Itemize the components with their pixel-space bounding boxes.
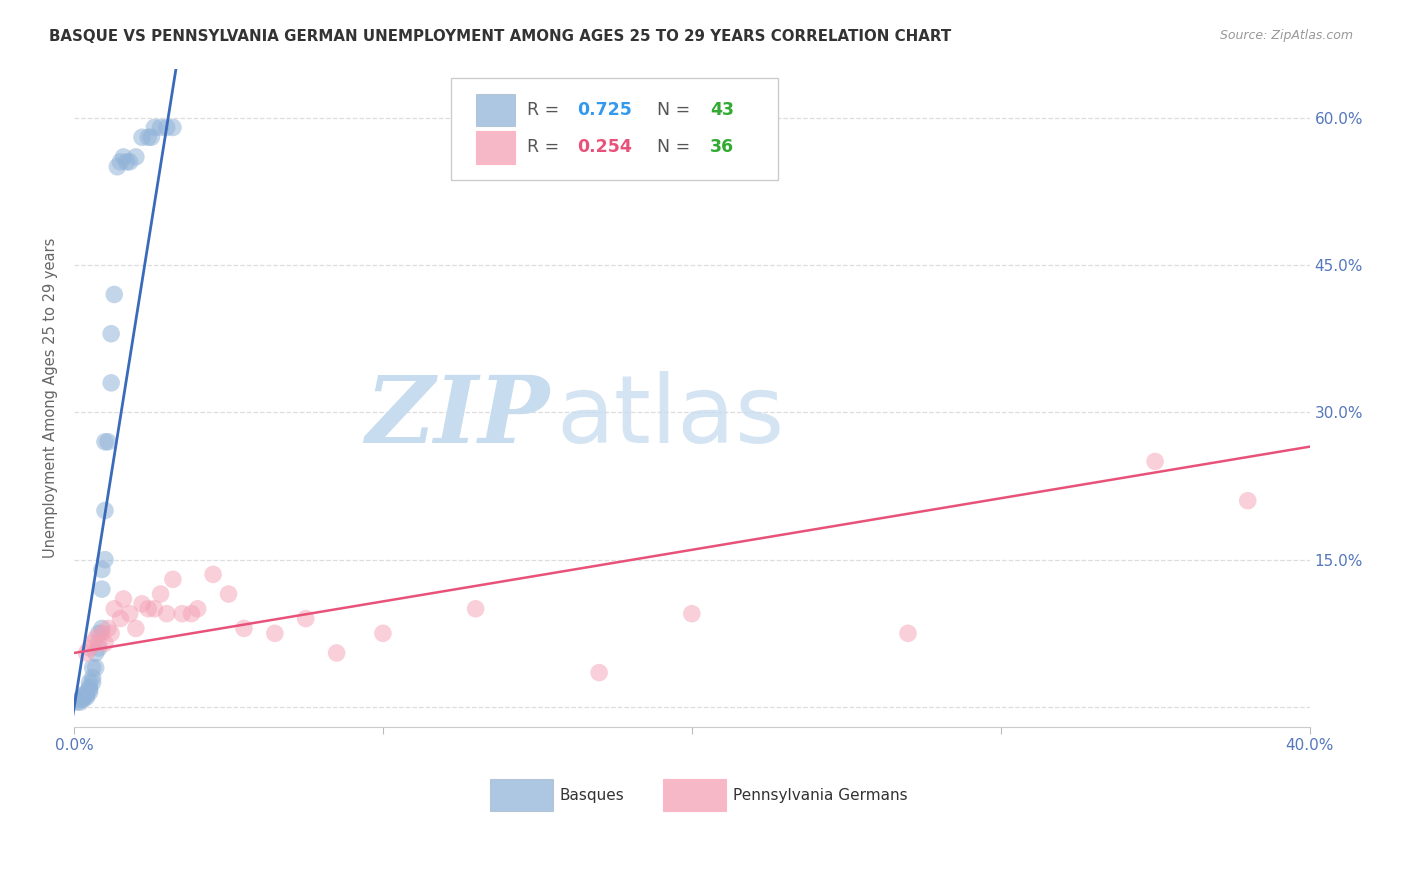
Point	[1236, 493, 1258, 508]
Point	[263, 626, 285, 640]
Point	[149, 120, 172, 135]
Point	[100, 376, 122, 390]
Text: 0.254: 0.254	[576, 138, 631, 156]
Point	[125, 150, 148, 164]
Point	[72, 692, 94, 706]
Point	[75, 688, 97, 702]
Point	[84, 661, 107, 675]
Point	[294, 611, 316, 625]
Text: BASQUE VS PENNSYLVANIA GERMAN UNEMPLOYMENT AMONG AGES 25 TO 29 YEARS CORRELATION: BASQUE VS PENNSYLVANIA GERMAN UNEMPLOYME…	[49, 29, 952, 45]
Text: atlas: atlas	[555, 371, 785, 463]
Point	[72, 690, 94, 705]
Point	[162, 120, 184, 135]
Text: 36: 36	[710, 138, 734, 156]
Point	[87, 626, 110, 640]
Point	[180, 607, 202, 621]
Point	[187, 601, 209, 615]
Point	[110, 154, 132, 169]
Point	[94, 503, 117, 517]
Point	[79, 685, 101, 699]
Point	[112, 150, 135, 164]
Point	[82, 671, 104, 685]
Point	[69, 692, 91, 706]
Point	[371, 626, 394, 640]
Point	[588, 665, 610, 680]
Point	[72, 688, 94, 702]
Point	[79, 641, 101, 656]
Point	[118, 154, 141, 169]
Point	[103, 287, 125, 301]
Point	[94, 434, 117, 449]
Point	[143, 120, 166, 135]
Point	[172, 607, 194, 621]
Point	[94, 636, 117, 650]
Point	[90, 562, 112, 576]
Text: 0.725: 0.725	[576, 101, 631, 119]
Point	[162, 572, 184, 586]
FancyBboxPatch shape	[451, 78, 779, 180]
Point	[233, 622, 256, 636]
Point	[97, 622, 120, 636]
Point	[69, 695, 91, 709]
Point	[97, 434, 120, 449]
Text: N =: N =	[657, 138, 696, 156]
FancyBboxPatch shape	[475, 94, 515, 126]
Y-axis label: Unemployment Among Ages 25 to 29 years: Unemployment Among Ages 25 to 29 years	[44, 237, 58, 558]
Point	[66, 695, 89, 709]
Text: 43: 43	[710, 101, 734, 119]
Point	[87, 636, 110, 650]
Point	[136, 601, 159, 615]
Point	[112, 591, 135, 606]
Point	[79, 681, 101, 695]
Point	[75, 690, 97, 705]
Point	[94, 552, 117, 566]
Point	[1144, 454, 1167, 468]
Point	[143, 601, 166, 615]
Point	[82, 636, 104, 650]
Text: Basques: Basques	[560, 788, 624, 803]
Text: N =: N =	[657, 101, 696, 119]
Point	[131, 597, 153, 611]
FancyBboxPatch shape	[491, 780, 554, 811]
Point	[156, 120, 179, 135]
Point	[218, 587, 240, 601]
Point	[90, 626, 112, 640]
Point	[105, 160, 128, 174]
Point	[82, 675, 104, 690]
Point	[156, 607, 179, 621]
Point	[464, 601, 486, 615]
Point	[84, 632, 107, 646]
Text: ZIP: ZIP	[366, 372, 550, 462]
Point	[75, 646, 97, 660]
Text: Pennsylvania Germans: Pennsylvania Germans	[733, 788, 907, 803]
Point	[100, 626, 122, 640]
Point	[110, 611, 132, 625]
Point	[90, 582, 112, 596]
Text: Source: ZipAtlas.com: Source: ZipAtlas.com	[1219, 29, 1353, 43]
Point	[325, 646, 347, 660]
Point	[118, 607, 141, 621]
Point	[202, 567, 225, 582]
Point	[141, 130, 163, 145]
Point	[149, 587, 172, 601]
Text: R =: R =	[527, 138, 565, 156]
Point	[136, 130, 159, 145]
Point	[84, 646, 107, 660]
Point	[75, 685, 97, 699]
Point	[115, 154, 138, 169]
Point	[79, 675, 101, 690]
Point	[100, 326, 122, 341]
FancyBboxPatch shape	[475, 131, 515, 163]
Point	[125, 622, 148, 636]
Point	[82, 661, 104, 675]
Text: R =: R =	[527, 101, 565, 119]
Point	[87, 641, 110, 656]
Point	[681, 607, 703, 621]
Point	[103, 601, 125, 615]
Point	[897, 626, 920, 640]
Point	[90, 622, 112, 636]
Point	[131, 130, 153, 145]
FancyBboxPatch shape	[664, 780, 727, 811]
Point	[79, 682, 101, 697]
